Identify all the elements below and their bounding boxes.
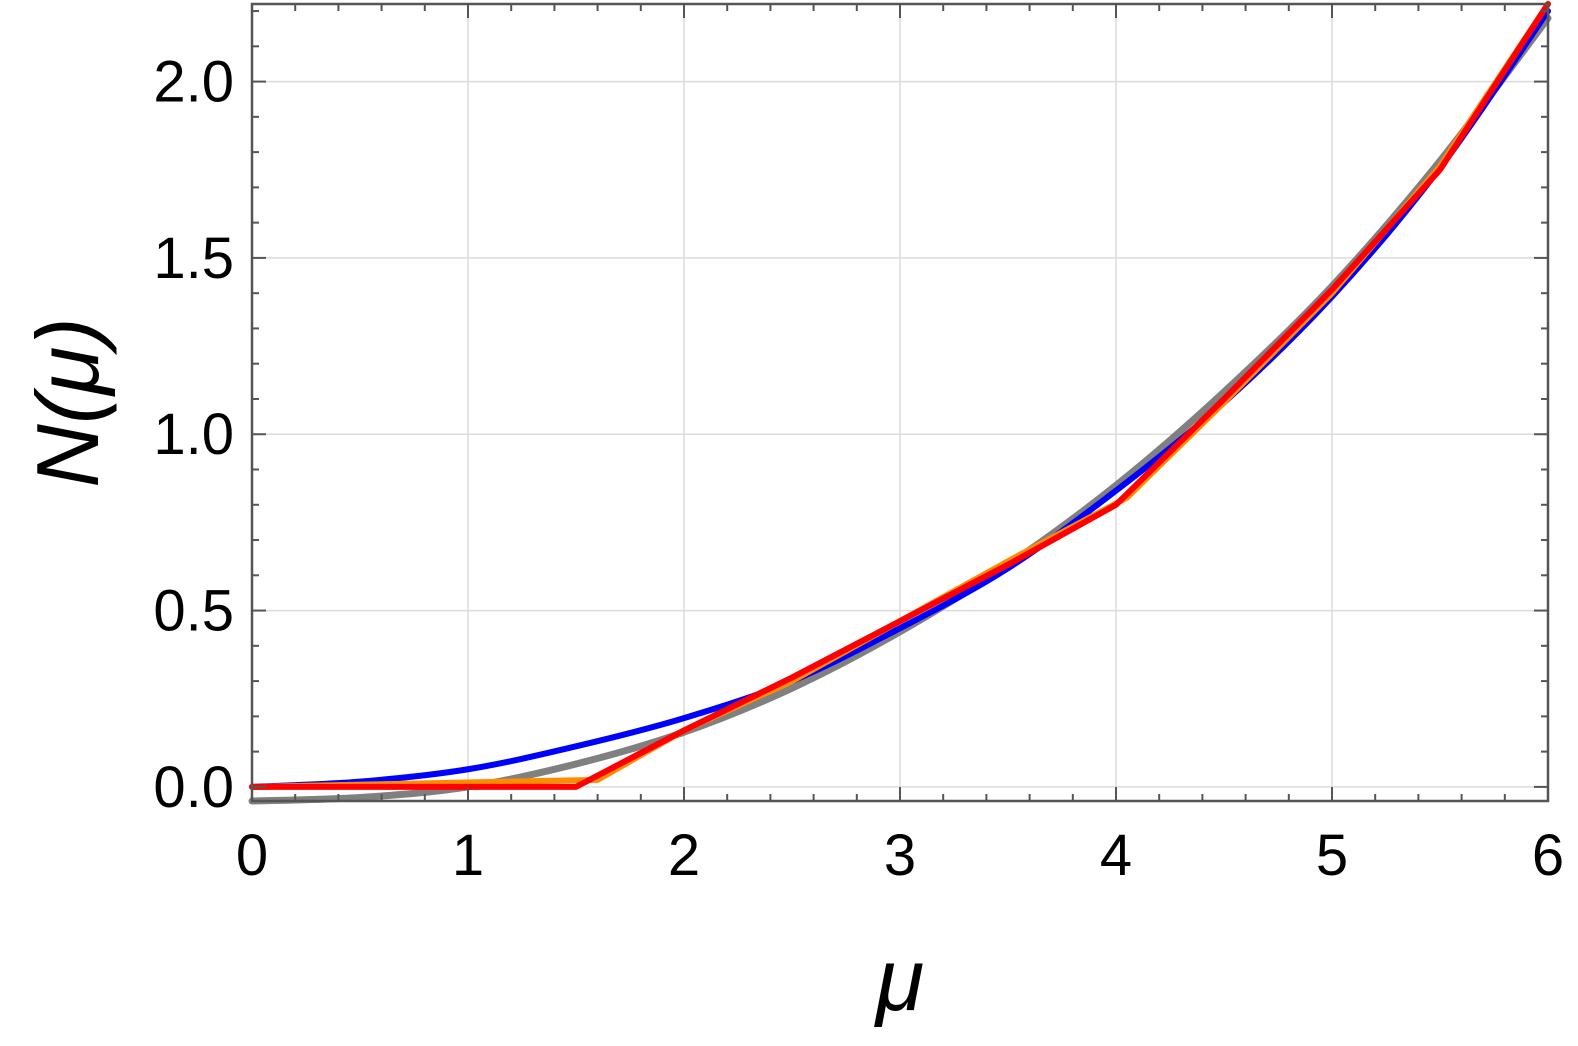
y-tick-label: 1.0 bbox=[153, 402, 234, 467]
y-axis-title: N(μ) bbox=[18, 317, 117, 487]
x-axis-title: μ bbox=[874, 930, 924, 1029]
x-tick-label: 5 bbox=[1316, 823, 1348, 888]
y-tick-label: 0.5 bbox=[153, 579, 234, 644]
x-tick-label: 0 bbox=[236, 823, 268, 888]
x-tick-label: 4 bbox=[1100, 823, 1132, 888]
series-line-2 bbox=[249, 8, 1551, 790]
axis-ticks bbox=[251, 4, 1549, 801]
y-tick-label: 2.0 bbox=[153, 50, 234, 115]
series-line-4 bbox=[249, 1, 1551, 790]
y-tick-label: 0.0 bbox=[153, 755, 234, 820]
x-tick-label: 6 bbox=[1532, 823, 1564, 888]
x-tick-label: 3 bbox=[884, 823, 916, 888]
tick-labels: 0 1 2 3 4 5 6 0.0 0.5 1.0 1.5 2.0 bbox=[153, 50, 1564, 888]
y-tick-label: 1.5 bbox=[153, 226, 234, 291]
grid bbox=[251, 4, 1549, 801]
x-tick-label: 1 bbox=[452, 823, 484, 888]
x-tick-label: 2 bbox=[668, 823, 700, 888]
series-group bbox=[248, 1, 1552, 805]
